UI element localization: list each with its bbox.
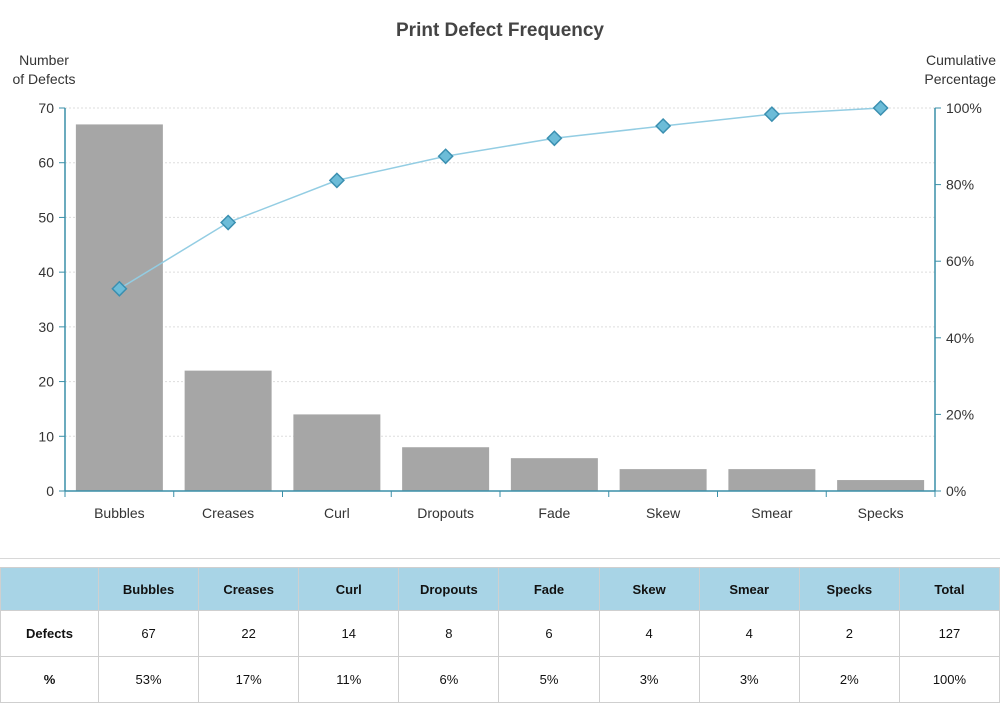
bar-curl [293, 414, 381, 491]
table-header-cell: Bubbles [97, 567, 200, 611]
left-axis-label-line-2: of Defects [12, 71, 76, 87]
table-cell: 53% [97, 656, 200, 703]
table-row-percent: % 53% 17% 11% 6% 5% 3% 3% 2% 100% [0, 656, 1000, 703]
divider [0, 558, 1000, 559]
cumulative-point [220, 214, 237, 231]
left-axis-tick-label: 30 [38, 319, 54, 335]
table-cell: 8 [398, 610, 500, 657]
table-cell: 22 [198, 610, 300, 657]
left-axis-label: Number of Defects [8, 51, 80, 89]
table-row-label: % [0, 656, 99, 703]
cumulative-point [872, 99, 889, 117]
cumulative-point [437, 148, 454, 165]
table-row-label: Defects [0, 610, 99, 657]
x-axis-tick-label: Creases [202, 505, 254, 521]
right-axis-label: Cumulative Percentage [896, 51, 996, 89]
x-axis-tick-label: Specks [858, 505, 904, 521]
table-cell: 14 [298, 610, 400, 657]
table-cell: 6 [498, 610, 600, 657]
table-header-cell: Fade [498, 567, 600, 611]
table-cell: 4 [698, 610, 800, 657]
chart-plot-svg: 0 10 20 30 40 50 60 70 0% 20% 40% 60% 80% 100% Bubbles… [38, 99, 982, 521]
table-cell: 2 [798, 610, 900, 657]
bar-fade [510, 458, 598, 491]
cumulative-point [111, 280, 128, 297]
bar-specks [837, 480, 925, 491]
cumulative-point [328, 172, 345, 189]
right-axis-tick-label: 80% [946, 177, 974, 193]
table-cell: 3% [598, 656, 700, 703]
right-axis-tick-label: 40% [946, 330, 974, 346]
bar-creases [184, 370, 272, 491]
right-axis-tick-label: 100% [946, 100, 982, 116]
left-axis-tick-label: 70 [38, 100, 54, 116]
cumulative-point [655, 117, 672, 135]
x-axis-tick-label: Fade [538, 505, 570, 521]
bar-smear [728, 469, 816, 491]
left-axis-tick-label: 40 [38, 264, 54, 280]
table-cell: 5% [498, 656, 600, 703]
table-header-cell: Curl [298, 567, 400, 611]
bar-bubbles [75, 124, 163, 492]
table-cell: 11% [298, 656, 400, 703]
left-axis-tick-label: 60 [38, 155, 54, 171]
table-cell: 100% [898, 656, 1000, 703]
table-cell: 67 [97, 610, 200, 657]
table-header-blank [0, 567, 99, 611]
summary-table: Bubbles Creases Curl Dropouts Fade Skew … [0, 567, 1000, 703]
x-axis-tick-label: Dropouts [417, 505, 474, 521]
right-axis-tick-label: 0% [946, 483, 966, 499]
right-axis-label-line-1: Cumulative [925, 52, 996, 68]
left-axis-label-line-1: Number [19, 52, 69, 68]
table-header-row: Bubbles Creases Curl Dropouts Fade Skew … [0, 567, 1000, 611]
cumulative-point [763, 106, 780, 123]
x-axis-tick-label: Bubbles [94, 505, 145, 521]
table-header-cell: Dropouts [398, 567, 500, 611]
table-cell: 4 [598, 610, 700, 657]
left-axis-tick-label: 0 [46, 483, 54, 499]
x-axis-tick-label: Curl [324, 505, 350, 521]
table-header-cell: Creases [198, 567, 300, 611]
x-axis-tick-label: Skew [646, 505, 681, 521]
table-cell: 17% [198, 656, 300, 703]
bar-dropouts [402, 447, 490, 491]
left-axis-tick-label: 50 [38, 209, 54, 225]
right-axis-tick-label: 60% [946, 253, 974, 269]
right-axis-tick-label: 20% [946, 406, 974, 422]
cumulative-line [118, 107, 881, 290]
table-header-cell: Specks [798, 567, 900, 611]
left-axis-tick-label: 10 [38, 428, 54, 444]
table-header-cell: Skew [598, 567, 700, 611]
table-header-cell: Smear [698, 567, 800, 611]
table-cell: 3% [698, 656, 800, 703]
table-cell: 127 [898, 610, 1000, 657]
table-row-defects: Defects 67 22 14 8 6 4 4 2 127 [0, 610, 1000, 657]
pareto-chart: Print Defect Frequency Number of Defects… [8, 20, 996, 521]
right-axis-label-line-2: Percentage [924, 71, 996, 87]
x-axis-tick-label: Smear [751, 505, 793, 521]
table-cell: 6% [398, 656, 500, 703]
left-axis-tick-label: 20 [38, 374, 54, 390]
table-cell: 2% [798, 656, 900, 703]
table-header-cell: Total [898, 567, 1000, 611]
bar-skew [619, 469, 707, 491]
cumulative-point [546, 130, 563, 147]
chart-title: Print Defect Frequency [396, 20, 604, 41]
